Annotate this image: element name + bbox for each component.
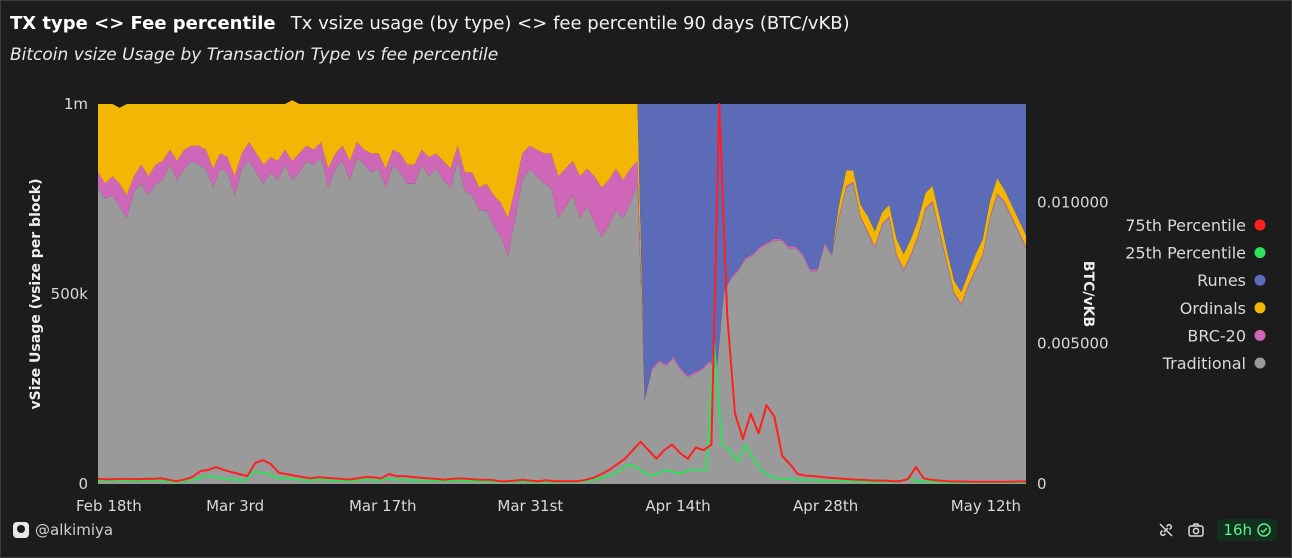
legend-marker[interactable] [1254, 219, 1266, 231]
y-tick-label: 1m [64, 95, 88, 113]
legend-marker[interactable] [1254, 247, 1266, 259]
chart-subtitle: Tx vsize usage (by type) <> fee percenti… [290, 13, 850, 34]
author-avatar-icon [13, 522, 29, 538]
legend-marker[interactable] [1254, 357, 1266, 369]
chart-axes: 0 500k 1m 0 0.005000 0.010000 Feb 18th Mar 3rd M… [28, 95, 1109, 515]
chart-title: TX type <> Fee percentile [10, 13, 276, 34]
author-name[interactable]: @alkimiya [35, 521, 114, 539]
author-credit[interactable]: @alkimiya [13, 521, 113, 539]
x-tick-label: May 12th [951, 497, 1021, 515]
legend-label[interactable]: Runes [1197, 271, 1246, 290]
x-tick-label: Feb 18th [76, 497, 142, 515]
y2-axis-label: BTC/vKB [1080, 261, 1096, 327]
y-axis-label: vSize Usage (vsize per block) [28, 179, 44, 410]
y-tick-label: 500k [51, 285, 89, 303]
legend-label[interactable]: 25th Percentile [1125, 244, 1246, 263]
x-tick-label: Mar 31st [497, 497, 563, 515]
y2-tick-label: 0.010000 [1037, 194, 1109, 212]
x-tick-label: Mar 17th [349, 497, 417, 515]
percentile-lines [97, 103, 1026, 484]
camera-icon[interactable] [1187, 521, 1205, 539]
stacked-areas [98, 100, 1026, 484]
refresh-badge[interactable]: 16h [1217, 519, 1277, 541]
legend-label[interactable]: Traditional [1162, 354, 1246, 373]
x-tick-label: Apr 28th [793, 497, 858, 515]
area-brc20 [98, 142, 1026, 401]
x-tick-label: Mar 3rd [206, 497, 264, 515]
legend-label[interactable]: 75th Percentile [1125, 216, 1246, 235]
check-circle-icon [1257, 523, 1271, 537]
legend-marker[interactable] [1254, 274, 1266, 286]
legend-marker[interactable] [1254, 329, 1266, 341]
legend-marker[interactable] [1254, 302, 1266, 314]
chart-description: Bitcoin vsize Usage by Transaction Type … [10, 45, 499, 65]
y-tick-label: 0 [78, 475, 88, 493]
chart-header: TX type <> Fee percentile Tx vsize usage… [10, 13, 850, 34]
chart-footer-actions: 16h [1157, 519, 1277, 541]
area-ordinals [98, 100, 1026, 399]
y2-tick-label: 0 [1037, 475, 1047, 493]
legend-label[interactable]: BRC-20 [1187, 326, 1246, 345]
p75-line [97, 103, 1026, 483]
y2-tick-label: 0.005000 [1037, 334, 1109, 352]
x-tick-label: Apr 14th [645, 497, 710, 515]
area-traditional [98, 157, 1026, 484]
area-runes [98, 100, 1026, 399]
link-off-icon[interactable] [1157, 521, 1175, 539]
chart-legend[interactable]: 75th Percentile 25th Percentile Runes Ordin… [1125, 216, 1266, 373]
refresh-age: 16h [1223, 521, 1252, 539]
legend-label[interactable]: Ordinals [1180, 299, 1246, 318]
